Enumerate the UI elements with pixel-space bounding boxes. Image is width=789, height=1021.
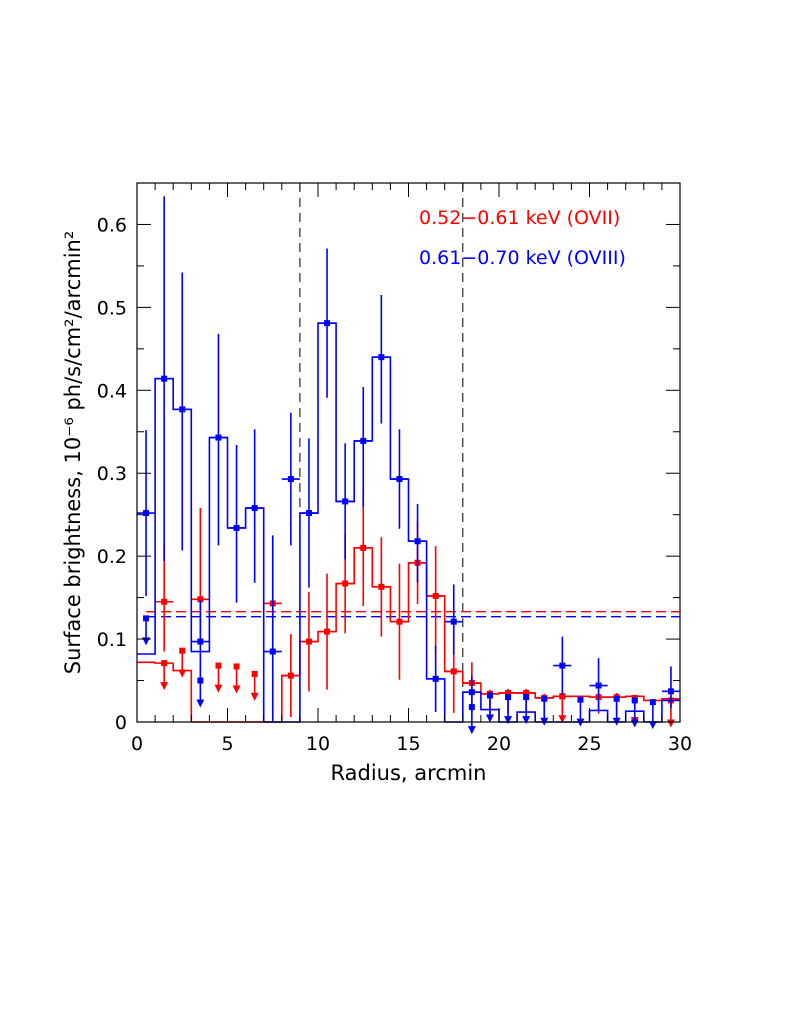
tick-labels: 0 5 10 15 20 25 30 0 0.1 0.2 0.3 0.4 0.5 0.6 [97,214,692,755]
x-tick-label: 5 [221,733,233,755]
data-point [215,434,222,441]
y-tick-label: 0.4 [97,380,127,402]
data-point [360,437,367,444]
data-point [269,648,276,655]
data-point [161,375,168,382]
data-point [396,476,403,483]
upper-limit-point [649,699,656,706]
x-tick-label: 10 [306,733,330,755]
data-point [450,618,457,625]
upper-limit-point [251,670,258,677]
x-tick-label: 15 [396,733,420,755]
upper-limit-arrow [178,669,187,678]
data-point [505,689,512,696]
upper-limit-point [613,695,620,702]
data-point [414,538,421,545]
data-point [360,544,367,551]
data-point [143,510,150,517]
upper-limit-point [541,695,548,702]
data-point [432,592,439,599]
upper-limit-point [233,663,240,670]
upper-limit-arrow [648,721,657,730]
data-point [197,638,204,645]
data-point [396,618,403,625]
series-group [137,196,680,735]
data-point [523,689,530,696]
data-point [197,596,204,603]
upper-limit-point [179,647,186,654]
upper-limit-arrow [666,719,675,728]
data-series [137,196,680,735]
upper-limit-point [215,662,222,669]
axis-ticks [136,182,681,723]
upper-limit-arrow [504,716,513,725]
data-point [251,505,258,512]
upper-limit-arrow [196,699,205,708]
data-point [667,688,674,695]
upper-limit-point [631,697,638,704]
legend-entry: 0.52−0.61 keV (OVII) [419,207,620,229]
data-point [324,320,331,327]
data-point [305,510,312,517]
upper-limit-arrow [160,682,169,691]
upper-limit-point [505,694,512,701]
upper-limit-point [486,692,493,699]
y-tick-label: 0.5 [97,297,127,319]
upper-limit-arrow [142,637,151,646]
upper-limit-arrow [467,726,476,735]
upper-limit-arrow [630,719,639,728]
upper-limit-point [143,615,150,622]
upper-limit-arrow [232,685,241,694]
upper-limit-point [468,704,475,711]
data-point [432,675,439,682]
upper-limit-point [577,696,584,703]
x-axis-label: Radius, arcmin [331,761,487,785]
y-tick-label: 0.3 [97,463,127,485]
data-point [342,498,349,505]
upper-limit-point [161,660,168,667]
data-point [559,662,566,669]
x-tick-label: 30 [668,733,692,755]
data-point [378,583,385,590]
data-point [287,672,294,679]
y-tick-label: 0.6 [97,214,127,236]
data-point [233,524,240,531]
data-point [378,354,385,361]
background-level-lines [146,611,680,618]
x-tick-label: 20 [487,733,511,755]
data-point [161,598,168,605]
data-point [287,476,294,483]
data-point [450,668,457,675]
y-tick-label: 0.1 [97,629,127,651]
data-point [595,682,602,689]
legend: 0.52−0.61 keV (OVII) 0.61−0.70 keV (OVIII… [419,207,626,269]
upper-limit-point [523,694,530,701]
upper-limit-arrow [522,716,531,725]
data-point [468,689,475,696]
upper-limit-point [197,677,204,684]
x-tick-label: 25 [577,733,601,755]
upper-limit-arrow [576,718,585,727]
data-point [342,580,349,587]
y-tick-label: 0.2 [97,546,127,568]
upper-limit-arrow [214,684,223,693]
data-point [179,406,186,413]
upper-limit-arrow [558,715,567,724]
data-point [324,628,331,635]
upper-limit-arrow [485,714,494,723]
data-point [305,638,312,645]
x-tick-label: 0 [131,733,143,755]
legend-entry: 0.61−0.70 keV (OVIII) [419,247,626,269]
y-axis-label: Surface brightness, 10⁻⁶ ph/s/cm²/arcmin… [61,231,85,675]
y-tick-label: 0 [115,712,127,734]
upper-limit-arrow [250,692,259,701]
upper-limit-point [559,693,566,700]
